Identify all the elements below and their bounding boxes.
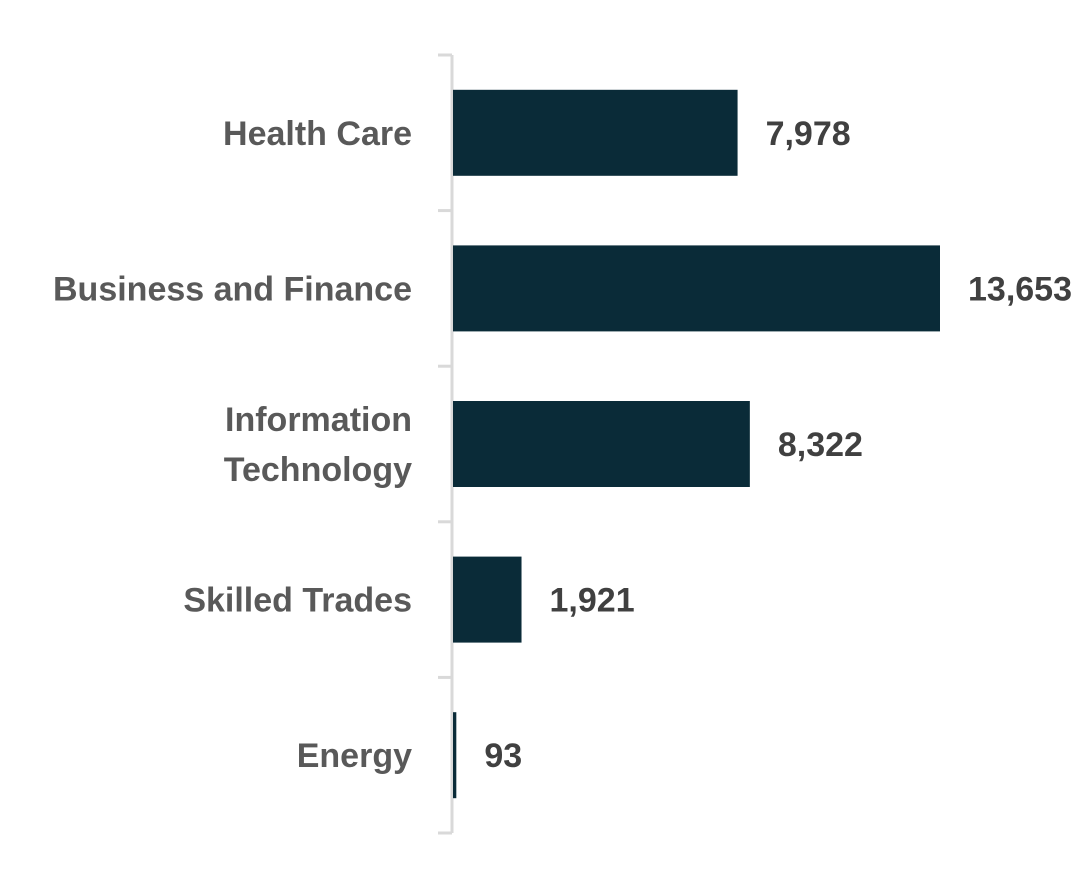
- bar: [453, 556, 522, 643]
- bar: [453, 712, 457, 799]
- category-labels: Health Care Business and Finance Informati…: [53, 115, 412, 775]
- category-label-line: Technology: [224, 451, 412, 489]
- category-label: Skilled Trades: [183, 582, 412, 620]
- category-label-line: Health Care: [223, 115, 412, 153]
- category-label: Business and Finance: [53, 270, 412, 308]
- category-label: Health Care: [223, 115, 412, 153]
- bar: [453, 89, 738, 176]
- value-label: 93: [484, 737, 522, 775]
- value-label: 8,322: [778, 426, 863, 464]
- category-label-line: Information: [225, 401, 412, 439]
- category-label-line: Business and Finance: [53, 270, 412, 308]
- category-label-line: Energy: [297, 737, 412, 775]
- value-label: 7,978: [766, 115, 851, 153]
- y-axis: [438, 53, 454, 835]
- category-label: Energy: [297, 737, 412, 775]
- value-label: 1,921: [550, 582, 635, 620]
- bars: [453, 89, 940, 799]
- value-labels: 7,978 13,653 8,322 1,921 93: [484, 115, 1072, 775]
- value-label: 13,653: [968, 270, 1072, 308]
- category-label: Information Technology: [224, 401, 412, 489]
- bar: [453, 401, 750, 487]
- bar: [453, 245, 940, 332]
- category-label-line: Skilled Trades: [183, 582, 412, 620]
